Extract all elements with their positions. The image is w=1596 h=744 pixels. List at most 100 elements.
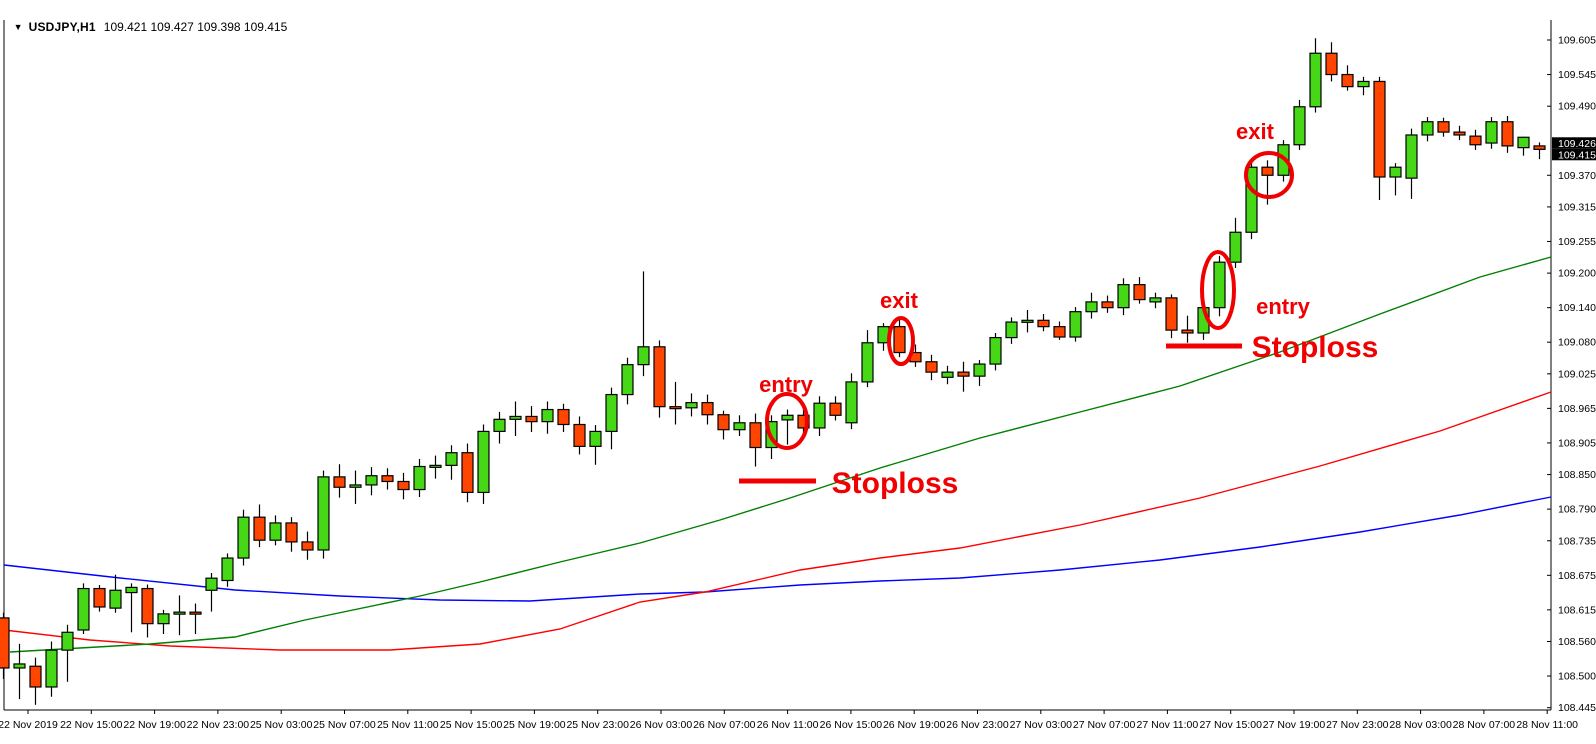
x-axis-label: 26 Nov 23:00 <box>946 719 1009 731</box>
bear-candle-body <box>1453 131 1466 136</box>
bear-candle-body <box>1133 284 1146 301</box>
y-axis-label: 108.790 <box>1558 504 1596 516</box>
x-axis-label: 27 Nov 23:00 <box>1326 719 1389 731</box>
price-tag-label: 109.426 <box>1558 138 1596 150</box>
y-axis-label: 108.965 <box>1558 403 1596 415</box>
x-axis-label: 27 Nov 03:00 <box>1010 719 1073 731</box>
x-axis-label: 26 Nov 15:00 <box>820 719 883 731</box>
entry-label-2: entry <box>1256 294 1311 319</box>
x-axis-label: 27 Nov 19:00 <box>1263 719 1326 731</box>
x-axis-label: 25 Nov 15:00 <box>440 719 503 731</box>
bear-candle-body <box>525 415 538 423</box>
y-axis-label: 108.850 <box>1558 469 1596 481</box>
exit-label-2: exit <box>1236 119 1275 144</box>
bull-candle-body <box>1485 121 1498 144</box>
bull-candle-body <box>989 336 1002 365</box>
bull-candle-body <box>109 589 122 609</box>
y-axis-label: 109.490 <box>1558 101 1596 113</box>
x-axis-label: 28 Nov 11:00 <box>1516 719 1578 731</box>
y-axis-label: 109.255 <box>1558 236 1596 248</box>
bear-candle-body <box>29 665 42 688</box>
y-axis-label: 108.905 <box>1558 437 1596 449</box>
bear-candle-body <box>1469 135 1482 146</box>
y-axis-label: 108.615 <box>1558 604 1596 616</box>
x-axis-label: 28 Nov 07:00 <box>1453 719 1516 731</box>
bull-candle-body <box>1213 261 1226 309</box>
bull-candle-body <box>77 587 90 631</box>
x-axis-label: 22 Nov 23:00 <box>187 719 250 731</box>
bull-candle-body <box>1069 311 1082 338</box>
bear-candle-body <box>1053 326 1066 338</box>
bull-candle-body <box>413 465 426 491</box>
symbol-timeframe-label: USDJPY,H1 <box>28 20 96 34</box>
bear-candle-body <box>1373 80 1386 178</box>
bull-candle-body <box>1357 80 1370 88</box>
y-axis-label: 108.445 <box>1558 702 1596 714</box>
bull-candle-body <box>365 475 378 486</box>
bear-candle-body <box>1501 121 1514 147</box>
x-axis-label: 25 Nov 11:00 <box>377 719 439 731</box>
stoploss-label-2: Stoploss <box>1252 331 1379 364</box>
y-axis-label: 109.080 <box>1558 337 1596 349</box>
bull-candle-body <box>269 522 282 541</box>
x-axis-label: 26 Nov 03:00 <box>630 719 693 731</box>
ma-mid-red <box>3 391 1552 651</box>
bear-candle-body <box>1341 73 1354 88</box>
y-axis-label: 109.140 <box>1558 302 1596 314</box>
bull-candle-body <box>1117 284 1130 309</box>
bear-candle-body <box>717 414 730 431</box>
y-axis-label: 109.315 <box>1558 201 1596 213</box>
x-axis-label: 26 Nov 19:00 <box>883 719 946 731</box>
x-axis-label: 22 Nov 2019 <box>0 719 58 731</box>
bear-candle-body <box>701 402 714 416</box>
bear-candle-body <box>1165 297 1178 331</box>
bull-candle-body <box>1309 52 1322 108</box>
bear-candle-body <box>253 516 266 541</box>
y-axis-label: 109.545 <box>1558 69 1596 81</box>
x-axis-label: 22 Nov 15:00 <box>60 719 123 731</box>
bull-candle-body <box>781 414 794 421</box>
bear-candle-body <box>957 371 970 377</box>
bull-candle-body <box>61 631 74 651</box>
bear-candle-body <box>93 587 106 608</box>
bear-candle-body <box>285 522 298 543</box>
y-axis-label: 109.370 <box>1558 170 1596 182</box>
bear-candle-body <box>397 480 410 491</box>
bull-candle-body <box>941 371 954 378</box>
bull-candle-body <box>205 577 218 591</box>
symbol-dropdown-icon[interactable]: ▼ <box>13 22 23 32</box>
bull-candle-body <box>845 381 858 424</box>
bull-candle-body <box>221 557 234 582</box>
x-axis-label: 28 Nov 03:00 <box>1389 719 1452 731</box>
chart-title-bar: ▼ USDJPY,H1 109.421 109.427 109.398 109.41… <box>7 6 288 34</box>
bull-candle-body <box>493 418 506 433</box>
bear-candle-body <box>1181 329 1194 334</box>
y-axis-label: 108.735 <box>1558 535 1596 547</box>
bull-candle-body <box>1421 121 1434 136</box>
x-axis-label: 27 Nov 15:00 <box>1199 719 1262 731</box>
x-axis-label: 25 Nov 07:00 <box>313 719 376 731</box>
price-tag <box>1552 137 1596 149</box>
bear-candle-body <box>749 422 762 449</box>
x-axis-label: 25 Nov 03:00 <box>250 719 313 731</box>
ohlc-readout: 109.421 109.427 109.398 109.415 <box>103 20 288 34</box>
bear-candle-body <box>1437 121 1450 133</box>
exit-circle-2 <box>1244 151 1294 199</box>
bear-candle-body <box>1101 301 1114 309</box>
x-axis-label: 26 Nov 11:00 <box>757 719 819 731</box>
bull-candle-body <box>685 402 698 409</box>
exit-label-1: exit <box>880 288 919 313</box>
bull-candle-body <box>173 611 186 615</box>
price-tag <box>1552 148 1596 161</box>
entry-circle-1 <box>765 392 809 450</box>
bear-candle-body <box>141 587 154 625</box>
y-axis-label: 108.500 <box>1558 671 1596 683</box>
y-axis-label: 109.025 <box>1558 368 1596 380</box>
x-axis-label: 25 Nov 23:00 <box>566 719 629 731</box>
bull-candle-body <box>445 452 458 466</box>
bull-candle-body <box>1085 301 1098 313</box>
bear-candle-body <box>381 475 394 483</box>
bull-candle-body <box>477 430 490 494</box>
y-axis-label: 109.605 <box>1558 35 1596 47</box>
